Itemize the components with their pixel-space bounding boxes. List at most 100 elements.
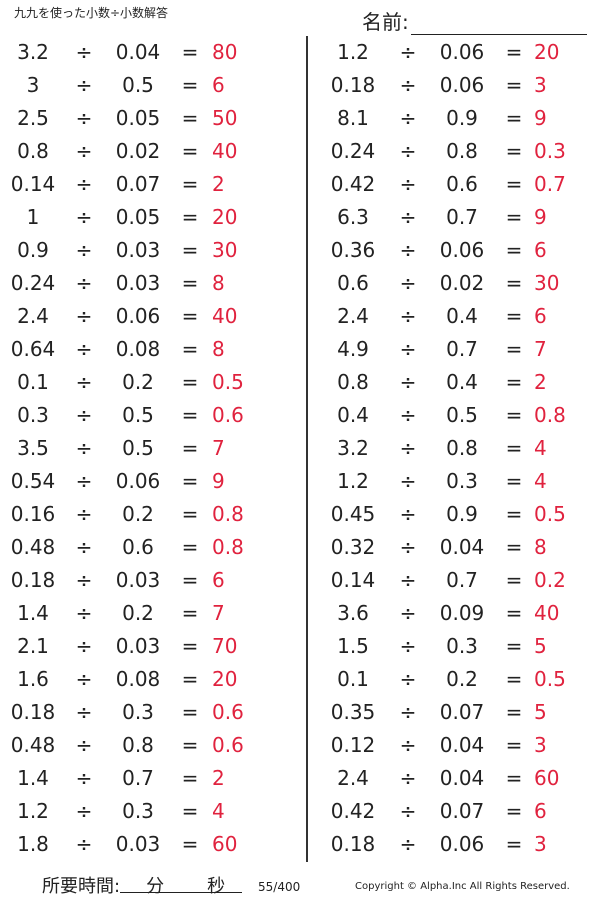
- dividend: 0.14: [330, 568, 376, 592]
- answer: 30: [534, 271, 560, 295]
- dividend: 1.2: [17, 799, 49, 823]
- divisor: 0.06: [115, 469, 161, 493]
- answer: 5: [534, 634, 547, 658]
- equals-sign: =: [181, 502, 199, 526]
- equals-sign: =: [181, 172, 199, 196]
- equals-sign: =: [181, 832, 199, 856]
- dividend: 0.42: [330, 172, 376, 196]
- equals-sign: =: [505, 766, 523, 790]
- division-sign: ÷: [399, 106, 417, 130]
- dividend: 0.18: [330, 73, 376, 97]
- name-label: 名前:: [362, 10, 409, 34]
- answer: 3: [534, 832, 547, 856]
- divisor: 0.03: [115, 634, 161, 658]
- division-sign: ÷: [399, 205, 417, 229]
- dividend: 1.5: [337, 634, 369, 658]
- divisor: 0.06: [115, 304, 161, 328]
- equals-sign: =: [505, 568, 523, 592]
- answer: 0.8: [212, 502, 244, 526]
- division-sign: ÷: [399, 568, 417, 592]
- division-sign: ÷: [399, 799, 417, 823]
- equals-sign: =: [181, 700, 199, 724]
- column-divider: [306, 36, 308, 862]
- divisor: 0.6: [122, 535, 154, 559]
- equals-sign: =: [505, 634, 523, 658]
- worksheet-title: 九九を使った小数÷小数解答: [14, 6, 169, 20]
- dividend: 3.6: [337, 601, 369, 625]
- equals-sign: =: [505, 73, 523, 97]
- name-blank-line: [410, 16, 587, 35]
- divisor: 0.8: [446, 139, 478, 163]
- division-sign: ÷: [75, 667, 93, 691]
- division-sign: ÷: [75, 73, 93, 97]
- answer: 40: [212, 139, 238, 163]
- division-sign: ÷: [399, 667, 417, 691]
- divisor: 0.8: [446, 436, 478, 460]
- equals-sign: =: [181, 73, 199, 97]
- division-sign: ÷: [399, 40, 417, 64]
- equals-sign: =: [181, 535, 199, 559]
- division-sign: ÷: [399, 271, 417, 295]
- division-sign: ÷: [75, 238, 93, 262]
- divisor: 0.03: [115, 238, 161, 262]
- division-sign: ÷: [75, 436, 93, 460]
- answer: 0.8: [212, 535, 244, 559]
- answer: 3: [534, 73, 547, 97]
- minutes-blank: 分: [120, 872, 191, 897]
- equals-sign: =: [505, 238, 523, 262]
- answer: 70: [212, 634, 238, 658]
- divisor: 0.7: [446, 337, 478, 361]
- dividend: 0.54: [10, 469, 56, 493]
- time-label: 所要時間:: [42, 876, 121, 897]
- dividend: 0.6: [337, 271, 369, 295]
- dividend: 2.4: [337, 304, 369, 328]
- equals-sign: =: [181, 799, 199, 823]
- divisor: 0.05: [115, 205, 161, 229]
- dividend: 0.32: [330, 535, 376, 559]
- division-sign: ÷: [399, 733, 417, 757]
- dividend: 2.1: [17, 634, 49, 658]
- answer: 30: [212, 238, 238, 262]
- divisor: 0.06: [439, 40, 485, 64]
- answer: 6: [534, 304, 547, 328]
- answer: 2: [212, 172, 225, 196]
- answer: 40: [212, 304, 238, 328]
- dividend: 0.3: [17, 403, 49, 427]
- divisor: 0.09: [439, 601, 485, 625]
- division-sign: ÷: [399, 469, 417, 493]
- equals-sign: =: [505, 337, 523, 361]
- minutes-label: 分: [146, 876, 165, 897]
- answer: 0.6: [212, 700, 244, 724]
- dividend: 0.36: [330, 238, 376, 262]
- answer: 80: [212, 40, 238, 64]
- dividend: 0.9: [17, 238, 49, 262]
- answer: 4: [212, 799, 225, 823]
- division-sign: ÷: [75, 205, 93, 229]
- answer: 2: [534, 370, 547, 394]
- equals-sign: =: [181, 337, 199, 361]
- answer: 20: [534, 40, 560, 64]
- equals-sign: =: [181, 238, 199, 262]
- division-sign: ÷: [399, 304, 417, 328]
- divisor: 0.07: [439, 799, 485, 823]
- division-sign: ÷: [399, 535, 417, 559]
- answer: 9: [534, 106, 547, 130]
- answer: 4: [534, 436, 547, 460]
- answer: 0.2: [534, 568, 566, 592]
- division-sign: ÷: [75, 106, 93, 130]
- divisor: 0.04: [439, 535, 485, 559]
- dividend: 2.5: [17, 106, 49, 130]
- dividend: 6.3: [337, 205, 369, 229]
- equals-sign: =: [181, 106, 199, 130]
- answer: 6: [534, 238, 547, 262]
- equals-sign: =: [181, 601, 199, 625]
- divisor: 0.2: [122, 502, 154, 526]
- divisor: 0.08: [115, 337, 161, 361]
- division-sign: ÷: [399, 238, 417, 262]
- dividend: 0.4: [337, 403, 369, 427]
- dividend: 3.5: [17, 436, 49, 460]
- dividend: 0.64: [10, 337, 56, 361]
- divisor: 0.06: [439, 832, 485, 856]
- equals-sign: =: [505, 172, 523, 196]
- equals-sign: =: [505, 40, 523, 64]
